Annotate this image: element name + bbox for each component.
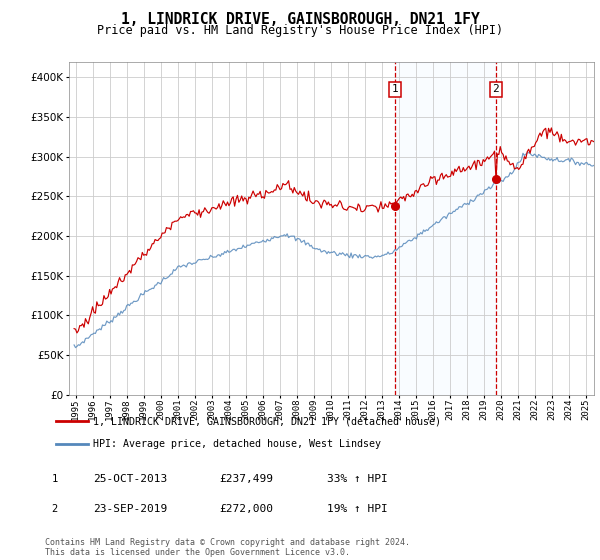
Text: HPI: Average price, detached house, West Lindsey: HPI: Average price, detached house, West…: [94, 439, 382, 449]
Text: 1: 1: [52, 474, 58, 484]
Text: 1, LINDRICK DRIVE, GAINSBOROUGH, DN21 1FY: 1, LINDRICK DRIVE, GAINSBOROUGH, DN21 1F…: [121, 12, 479, 27]
Text: £272,000: £272,000: [219, 504, 273, 514]
Text: Price paid vs. HM Land Registry's House Price Index (HPI): Price paid vs. HM Land Registry's House …: [97, 24, 503, 36]
Text: 23-SEP-2019: 23-SEP-2019: [93, 504, 167, 514]
Text: 33% ↑ HPI: 33% ↑ HPI: [327, 474, 388, 484]
Text: 2: 2: [493, 85, 499, 95]
Text: 1: 1: [392, 85, 398, 95]
Bar: [395, 62, 496, 395]
Text: 2: 2: [52, 504, 58, 514]
Text: Contains HM Land Registry data © Crown copyright and database right 2024.
This d: Contains HM Land Registry data © Crown c…: [45, 538, 410, 557]
Text: 19% ↑ HPI: 19% ↑ HPI: [327, 504, 388, 514]
Text: 1, LINDRICK DRIVE, GAINSBOROUGH, DN21 1FY (detached house): 1, LINDRICK DRIVE, GAINSBOROUGH, DN21 1F…: [94, 416, 442, 426]
Text: £237,499: £237,499: [219, 474, 273, 484]
Text: 25-OCT-2013: 25-OCT-2013: [93, 474, 167, 484]
